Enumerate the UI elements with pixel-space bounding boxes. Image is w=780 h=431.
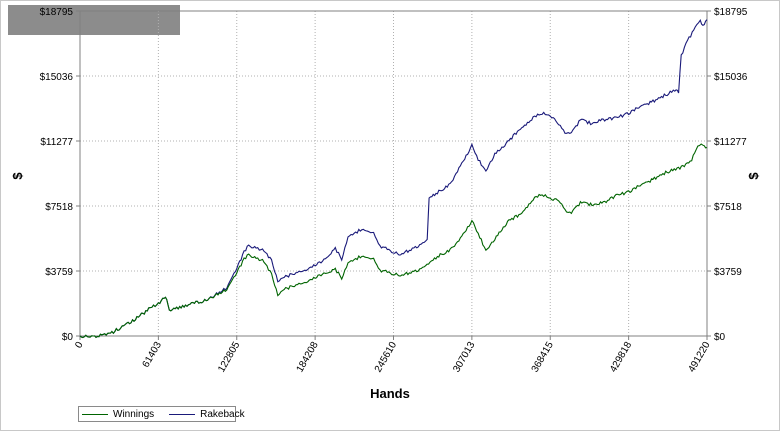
legend-label-winnings: Winnings xyxy=(113,408,155,420)
y-tick-label-left: $7518 xyxy=(45,202,73,213)
y-tick-label-right: $3759 xyxy=(714,267,742,278)
x-tick-label: 429818 xyxy=(608,340,634,375)
legend: Winnings Rakeback xyxy=(78,406,245,422)
x-tick-label: 184208 xyxy=(295,340,321,375)
y-axis-title-right: $ xyxy=(746,172,761,180)
plot-area-border xyxy=(79,10,708,337)
grid-lines xyxy=(76,10,711,340)
y-tick-label-left: $3759 xyxy=(45,267,73,278)
legend-swatch-rakeback xyxy=(169,413,196,415)
series-line-rakeback xyxy=(79,18,708,339)
series-layer xyxy=(79,18,708,339)
y-tick-label-left: $11277 xyxy=(40,137,73,148)
x-tick-label: 245610 xyxy=(373,340,399,375)
y-axis-title-left: $ xyxy=(10,172,25,180)
legend-label-rakeback: Rakeback xyxy=(200,408,245,420)
y-tick-label-left: $18795 xyxy=(40,7,74,18)
y-tick-label-left: $0 xyxy=(62,332,74,343)
y-tick-label-left: $15036 xyxy=(40,72,74,83)
x-axis-title: Hands xyxy=(370,386,410,401)
legend-item-rakeback: Rakeback xyxy=(169,408,245,420)
y-tick-label-right: $18795 xyxy=(714,7,748,18)
y-tick-label-right: $0 xyxy=(714,332,726,343)
legend-swatch-winnings xyxy=(82,413,108,415)
x-tick-label: 122805 xyxy=(216,340,242,375)
y-tick-label-right: $11277 xyxy=(714,137,747,148)
x-tick-label: 61403 xyxy=(141,340,165,370)
y-tick-label-right: $7518 xyxy=(714,202,742,213)
y-tick-label-right: $15036 xyxy=(714,72,748,83)
legend-item-winnings: Winnings xyxy=(82,409,154,420)
x-tick-label: 0 xyxy=(73,340,86,351)
series-line-winnings xyxy=(79,143,708,339)
x-tick-label: 368415 xyxy=(530,340,556,375)
x-tick-label: 307013 xyxy=(451,340,477,375)
x-tick-label: 491220 xyxy=(686,340,712,375)
redacted-title-block xyxy=(8,5,180,35)
